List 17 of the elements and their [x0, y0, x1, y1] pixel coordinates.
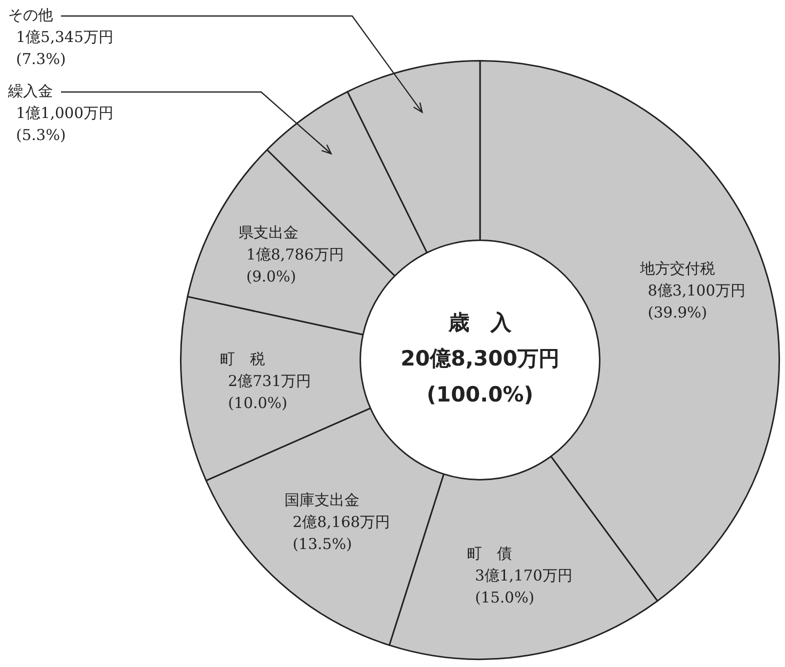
- text: (100.0%): [426, 382, 534, 406]
- data-label: 1億8,786万円 (9.0%): [246, 245, 344, 286]
- slice-label: その他: [8, 6, 53, 24]
- slice-label: 町 債: [466, 544, 512, 562]
- slice-label: 県支出金: [238, 223, 298, 242]
- data-label: 1億5,345万円 (7.3%): [16, 28, 114, 68]
- slice-label: 繰入金: [7, 82, 53, 100]
- slice-label: 町 税: [220, 350, 266, 368]
- data-label: 2億8,168万円 (13.5%): [292, 513, 390, 554]
- data-label: 2億731万円 (10.0%): [228, 372, 312, 412]
- text: 歳 入: [448, 310, 512, 334]
- data-label: 3億1,170万円 (15.0%): [474, 566, 572, 606]
- data-label: 1億1,000万円 (5.3%): [16, 104, 114, 144]
- data-label: 8億3,100万円 (39.9%): [648, 281, 746, 322]
- slice-label: 国庫支出金: [284, 491, 360, 510]
- slice-label: 地方交付税: [638, 259, 715, 278]
- text: 20億8,300万円: [400, 346, 560, 370]
